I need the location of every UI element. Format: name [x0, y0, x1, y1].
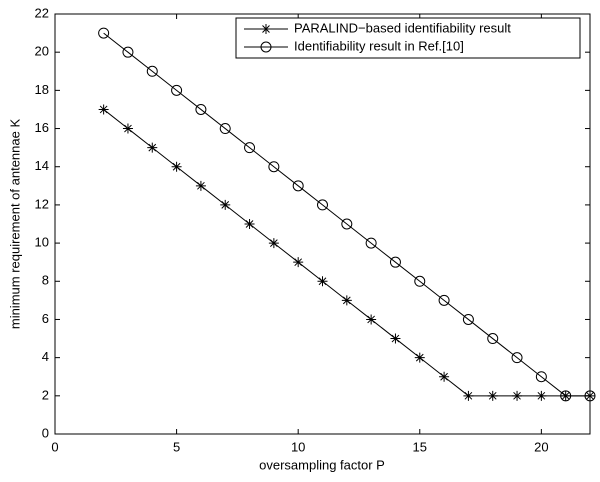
marker-circle: [438, 294, 450, 306]
marker-circle: [462, 313, 474, 325]
marker-asterisk: [220, 199, 231, 210]
marker-circle: [365, 237, 377, 249]
marker-asterisk: [171, 161, 182, 172]
marker-asterisk: [147, 142, 158, 153]
marker-asterisk: [390, 333, 401, 344]
series-line: [103, 32, 590, 397]
marker-asterisk: [317, 276, 328, 287]
x-tick-label: 15: [413, 439, 427, 454]
marker-circle: [535, 371, 547, 383]
marker-circle: [292, 180, 304, 192]
x-axis-label: oversampling factor P: [259, 457, 385, 472]
y-tick-label: 20: [35, 44, 49, 59]
marker-asterisk: [98, 104, 109, 115]
marker-circle: [268, 161, 280, 173]
marker-asterisk: [439, 371, 450, 382]
x-tick-label: 10: [291, 439, 305, 454]
marker-circle: [584, 390, 596, 402]
y-tick-label: 10: [35, 235, 49, 250]
x-tick-label: 0: [51, 439, 58, 454]
marker-circle: [260, 41, 272, 53]
legend-box: [235, 17, 581, 59]
y-tick-label: 14: [35, 158, 49, 173]
marker-asterisk: [512, 390, 523, 401]
x-tick-label: 20: [534, 439, 548, 454]
marker-circle: [487, 333, 499, 345]
marker-circle: [195, 103, 207, 115]
y-tick-label: 2: [42, 387, 49, 402]
plot-frame: [54, 13, 591, 435]
y-tick-label: 0: [42, 425, 49, 440]
marker-asterisk: [195, 180, 206, 191]
marker-circle: [389, 256, 401, 268]
marker-asterisk: [366, 314, 377, 325]
y-tick-label: 16: [35, 120, 49, 135]
marker-circle: [511, 352, 523, 364]
y-tick-label: 6: [42, 311, 49, 326]
legend: PARALIND−based identifiability result Ide…: [235, 17, 581, 59]
marker-asterisk: [463, 390, 474, 401]
marker-circle: [317, 199, 328, 211]
marker-asterisk: [341, 295, 352, 306]
marker-circle: [146, 65, 158, 77]
y-tick-label: 22: [35, 5, 49, 20]
marker-asterisk: [244, 219, 255, 229]
y-tick-label: 18: [35, 82, 49, 97]
y-axis-label: minimum requirement of antennae K: [7, 119, 22, 330]
marker-asterisk: [268, 238, 279, 249]
marker-circle: [122, 46, 134, 58]
y-tick-label: 4: [42, 349, 49, 364]
y-tick-label: 8: [42, 273, 49, 288]
x-tick-label: 5: [173, 439, 180, 454]
y-tick-label: 12: [35, 196, 49, 211]
marker-circle: [414, 275, 426, 287]
marker-asterisk: [414, 352, 425, 363]
marker-circle: [219, 123, 231, 135]
marker-circle: [560, 390, 572, 402]
marker-circle: [244, 142, 256, 154]
marker-asterisk: [261, 24, 271, 34]
marker-circle: [171, 84, 183, 96]
marker-asterisk: [487, 390, 498, 401]
marker-asterisk: [293, 257, 304, 268]
marker-circle: [98, 27, 110, 39]
marker-circle: [341, 218, 353, 230]
marker-asterisk: [536, 390, 547, 401]
legend-label: PARALIND−based identifiability result: [294, 20, 511, 35]
marker-asterisk: [122, 123, 133, 134]
legend-label: Identifiability result in Ref.[10]: [294, 38, 464, 53]
